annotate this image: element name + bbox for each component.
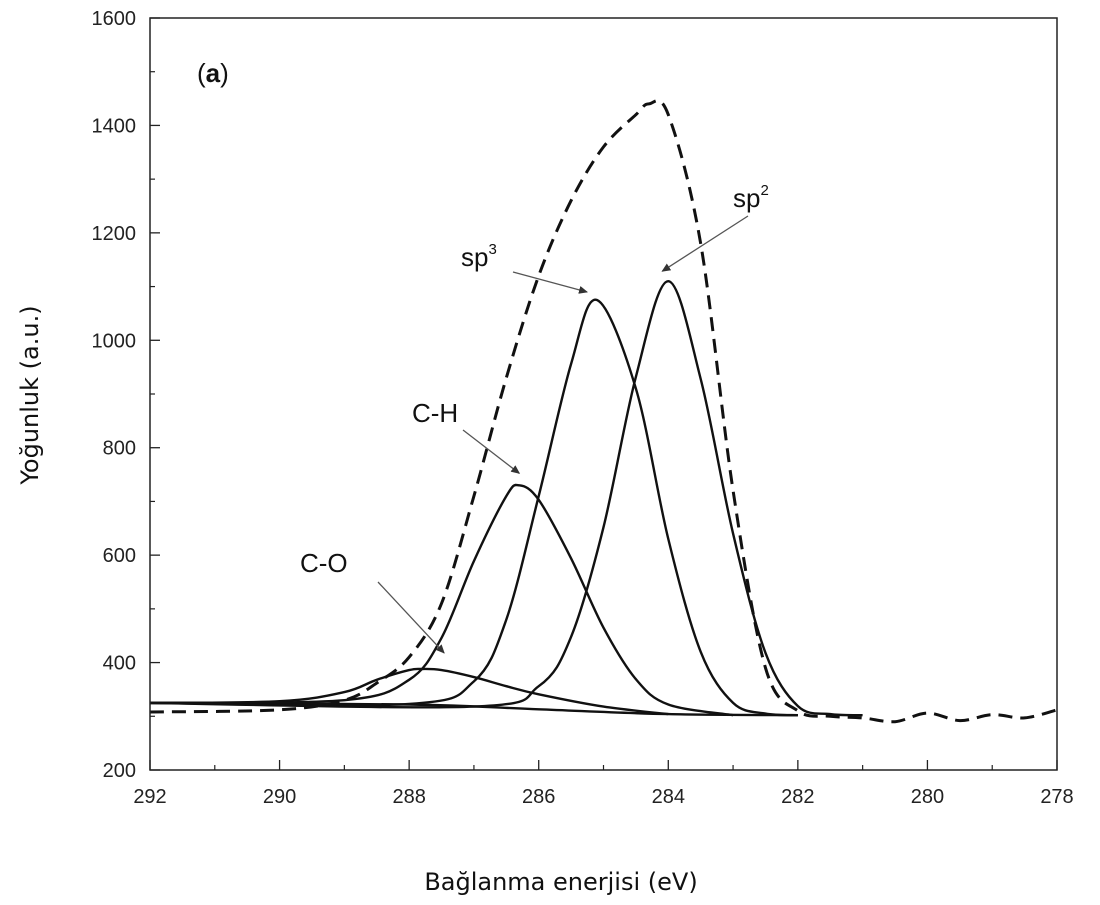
series-envelope-line [149,99,1058,724]
anno-c-h-label: C-H [412,398,458,428]
anno-sp3-label: sp3 [461,241,497,272]
anno-sp2-label: sp2 [733,182,769,213]
x-tick-label: 282 [781,786,814,808]
x-axis-title: Bağlanma enerjisi (eV) [424,868,697,896]
anno-sp3-arrow [512,271,588,294]
y-axis-title: Yoğunluk (a.u.) [16,305,44,485]
y-tick-label: 1000 [92,330,137,352]
x-tick-label: 290 [263,786,296,808]
y-tick-label: 600 [103,545,136,567]
x-tick-label: 288 [392,786,425,808]
series-c-o-line [149,667,669,716]
anno-sp2-arrow [661,215,749,272]
series-sp2-line [149,279,863,717]
y-tick-label: 400 [103,653,136,675]
anno-c-o-arrow [377,581,445,654]
x-tick-label: 292 [133,786,166,808]
plot-lines [149,99,1058,724]
y-tick-label: 800 [103,438,136,460]
anno-c-o-label: C-O [300,548,348,578]
series-sp3-line [149,298,798,717]
x-tick-label: 286 [522,786,555,808]
anno-c-h-arrow [462,429,521,474]
x-axis: 292 290 288 286 284 282 280 278 [133,760,1074,808]
y-tick-label: 200 [103,760,136,782]
x-tick-label: 284 [652,786,685,808]
annotations: C-O C-H sp3 sp2 [300,182,769,654]
y-axis: 200 400 600 800 1000 1200 1400 1600 [92,8,160,782]
y-tick-label: 1600 [92,8,137,30]
x-tick-label: 280 [911,786,944,808]
plot-frame [149,17,1058,771]
y-tick-label: 1400 [92,115,137,137]
x-tick-label: 278 [1040,786,1073,808]
y-tick-label: 1200 [92,223,137,245]
panel-label: (a) [197,58,229,88]
series-c-h-line [149,483,734,717]
